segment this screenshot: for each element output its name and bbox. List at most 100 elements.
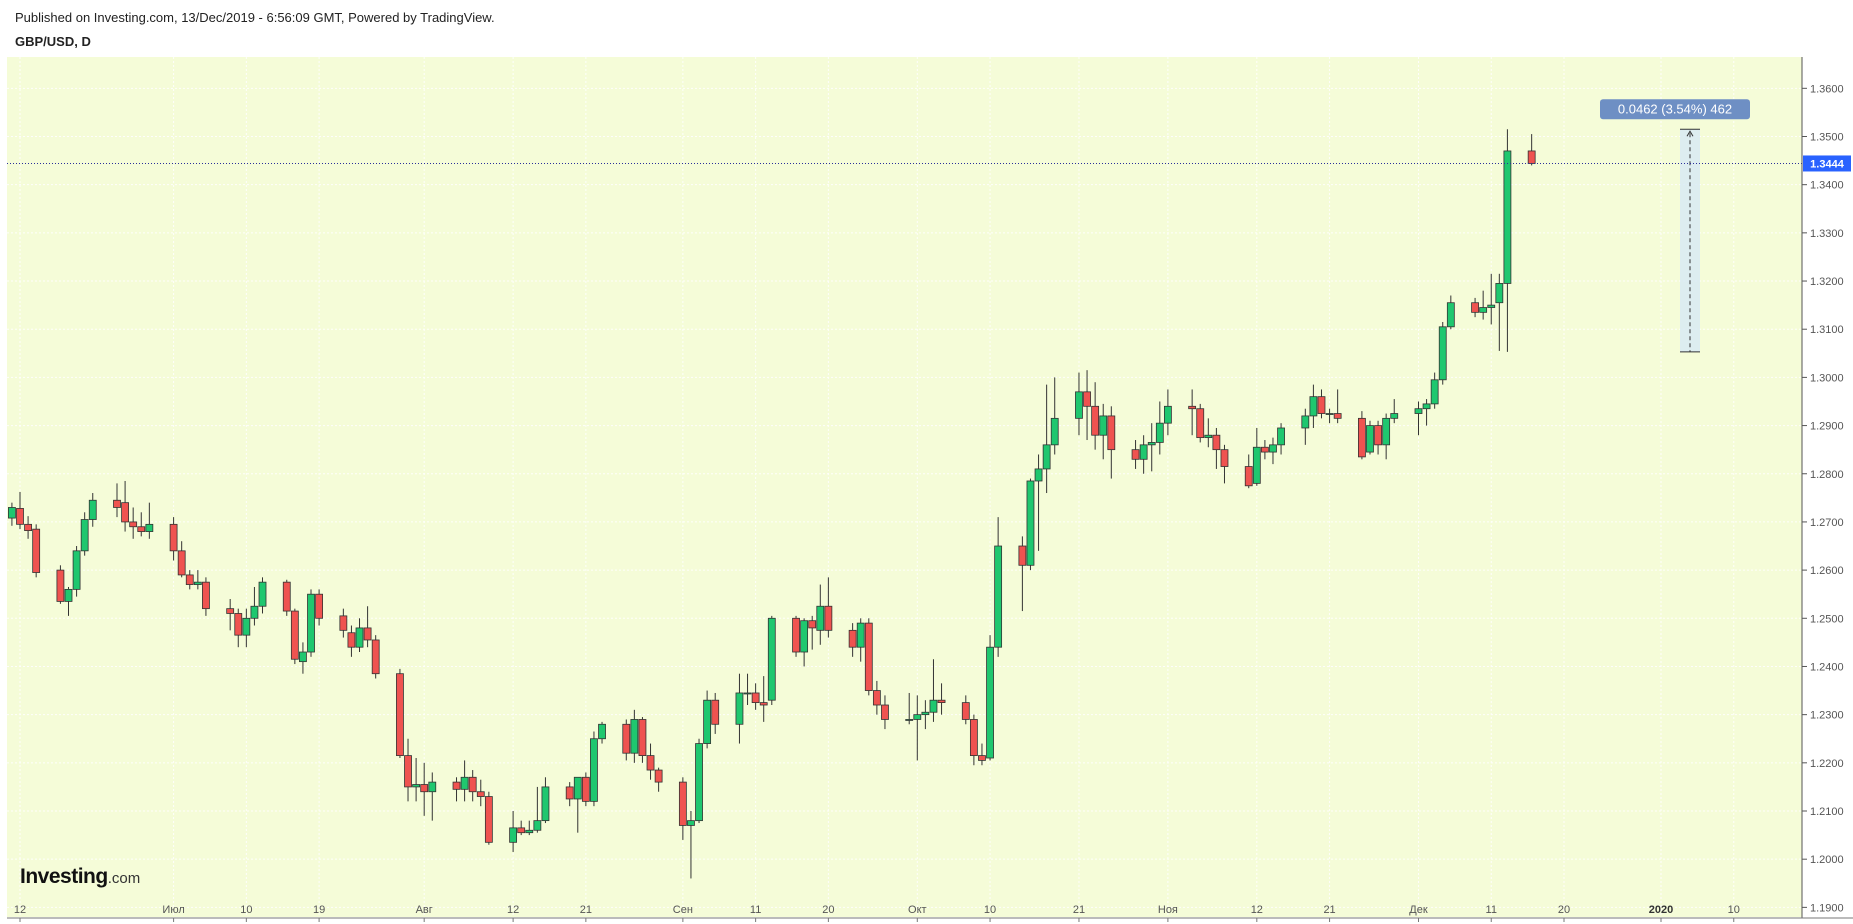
candle-body: [848, 629, 857, 648]
candle: [476, 779, 485, 807]
candle: [56, 565, 65, 604]
candle: [1325, 408, 1334, 424]
candle-body: [299, 651, 307, 663]
candle-body: [759, 702, 768, 706]
candle: [541, 777, 550, 824]
candle-body: [856, 622, 865, 648]
candle: [250, 586, 259, 626]
x-tick-label: Окт: [908, 904, 927, 916]
candle: [598, 721, 606, 744]
candle-body: [242, 617, 251, 636]
candle-body: [185, 574, 194, 585]
candle-body: [800, 620, 809, 653]
symbol-title: GBP/USD, D: [15, 34, 91, 49]
y-tick-label: 1.2500: [1810, 613, 1844, 625]
x-tick-label: Авг: [416, 904, 433, 916]
candle: [848, 623, 857, 657]
logo-brand: Investing: [20, 865, 108, 888]
candle-body: [1471, 302, 1479, 313]
candle: [113, 483, 121, 518]
candle-body: [695, 743, 703, 822]
candle: [32, 524, 41, 578]
candle-body: [412, 784, 421, 788]
candle: [202, 577, 210, 616]
x-tick-label: 10: [240, 904, 252, 916]
candle-body: [88, 499, 97, 520]
candle-body: [517, 827, 526, 834]
candle-body: [32, 528, 41, 573]
candle-body: [177, 550, 186, 576]
candle-body: [816, 605, 825, 631]
candle: [8, 502, 16, 526]
candle: [347, 625, 356, 657]
candle-body: [1260, 446, 1269, 453]
x-tick-label: 11: [1486, 904, 1497, 916]
candle-body: [145, 523, 154, 532]
y-tick-label: 1.3000: [1810, 372, 1844, 384]
candle-body: [1188, 405, 1197, 410]
candle: [905, 692, 914, 725]
candle-body: [226, 608, 235, 614]
candle: [16, 492, 24, 530]
x-tick-label: 12: [507, 904, 519, 916]
measure-label-bg: [1600, 99, 1750, 120]
last-price-badge: 1.3444: [1803, 155, 1851, 172]
candle-body: [1325, 413, 1334, 415]
candle: [638, 717, 647, 763]
y-tick-label: 1.3400: [1810, 180, 1844, 192]
candle-body: [80, 519, 89, 552]
candle-body: [1382, 417, 1391, 446]
candle: [509, 811, 518, 852]
candle: [258, 577, 267, 614]
candle-body: [56, 569, 65, 602]
x-tick-label: 11: [750, 904, 761, 916]
measure-label: 0.0462 (3.54%) 462: [1618, 101, 1732, 116]
candle: [1163, 389, 1172, 436]
candle-body: [743, 692, 752, 695]
candle: [581, 772, 590, 807]
candle-body: [767, 617, 776, 701]
y-tick-label: 1.3600: [1810, 83, 1844, 95]
candle: [88, 493, 97, 527]
candle: [1366, 420, 1374, 455]
last-price-badge-bg: [1803, 155, 1851, 172]
plot-background: [7, 57, 1802, 917]
candle-body: [864, 622, 873, 691]
candle-body: [525, 829, 534, 834]
x-tick-label: 21: [1323, 904, 1335, 916]
candle-body: [1220, 449, 1229, 467]
candle-body: [72, 550, 81, 590]
candle: [145, 502, 154, 539]
candle-body: [64, 588, 73, 602]
candle-body: [258, 581, 267, 607]
candle: [468, 770, 477, 802]
y-tick-label: 1.3300: [1810, 228, 1844, 240]
candle: [1155, 401, 1164, 455]
candle: [1018, 536, 1027, 612]
candle: [808, 615, 817, 650]
candle: [929, 659, 938, 722]
candle: [630, 709, 639, 763]
candle-body: [937, 699, 946, 704]
y-axis-labels: 1.1900 1.2000 1.2100 1.2200 1.2300 1.2400 1.25…: [1802, 83, 1844, 914]
candle-body: [1107, 415, 1116, 451]
publish-info: Published on Investing.com, 13/Dec/2019 …: [15, 10, 495, 25]
candle: [759, 676, 768, 722]
candle-body: [905, 719, 914, 721]
candle-body: [452, 781, 461, 790]
candle: [921, 700, 930, 730]
candle-body: [1131, 449, 1140, 460]
candle-body: [1277, 427, 1285, 446]
candle: [1220, 444, 1229, 484]
candle: [1260, 440, 1269, 460]
candle-body: [1414, 408, 1423, 414]
candle-body: [404, 755, 412, 788]
candle: [800, 618, 809, 667]
candle-body: [630, 719, 639, 754]
candle: [1269, 437, 1277, 465]
candle: [969, 714, 978, 766]
y-tick-label: 1.3500: [1810, 131, 1844, 143]
y-tick-label: 1.2700: [1810, 517, 1844, 529]
candle-body: [978, 755, 986, 761]
candle-body: [1042, 444, 1051, 470]
